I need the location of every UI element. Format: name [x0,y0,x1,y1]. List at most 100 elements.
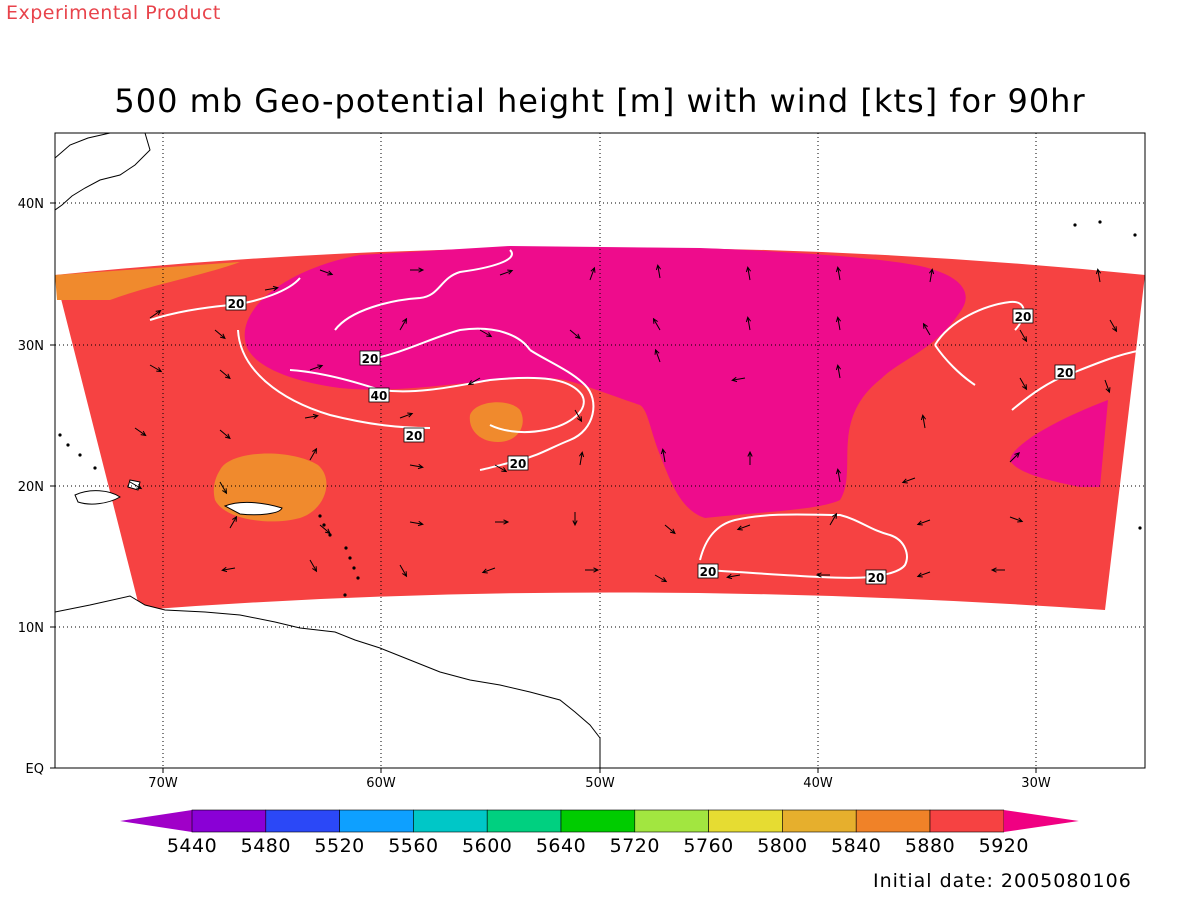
wind-arrow [229,515,238,529]
contour-40 [289,369,585,434]
colorbar-cap-low [120,810,192,832]
colorbar-label: 5600 [462,835,512,857]
contour-label: 20 [700,565,717,579]
wind-arrow [990,567,1005,573]
colorbar-swatch [486,809,562,833]
height-region-central-orange [469,402,523,442]
wind-arrow [467,377,481,386]
colorbar-swatch [782,809,857,833]
wind-arrow [309,447,318,461]
wind-arrow [572,512,578,527]
colorbar-label: 5920 [979,835,1029,857]
contour-labels: 20 20 40 20 20 20 20 20 20 [225,295,1076,585]
colorbar: 5440 5480 5520 5560 5600 5640 5720 5760 5800 5840… [120,809,1079,857]
wind-arrow [574,409,583,423]
wind-arrow [319,269,334,276]
colorbar-swatch [634,809,709,833]
colorbar-label: 5760 [683,835,733,857]
colorbar-cap-high [1003,810,1079,832]
wind-arrow [499,269,514,276]
wind-arrow [928,268,935,283]
height-region-east-magenta [1010,400,1108,487]
longitude-labels: 70W 60W 50W 40W 30W [148,776,1051,791]
wind-arrow [309,559,318,573]
colorbar-label: 5880 [905,835,955,857]
wind-arrow [815,572,830,578]
contour-20-south [699,513,908,579]
wind-arrow [219,369,231,380]
contour-label: 20 [1057,366,1074,380]
initial-date-label: Initial date: [873,870,994,892]
wind-arrow [479,329,493,338]
wind-arrow [829,512,838,526]
wind-arrow [219,429,231,440]
wind-vectors [129,264,1118,583]
wind-arrow [304,413,319,420]
wind-arrow [731,376,746,383]
lat-label-30n: 30N [18,339,44,354]
wind-arrow [399,412,414,419]
map-grid [55,133,1145,768]
wind-arrow [399,317,408,331]
wind-arrow [835,266,842,281]
colorbar-label: 5520 [314,835,364,857]
lat-label-10n: 10N [18,621,44,636]
wind-arrow [736,524,751,531]
height-region-central-magenta [244,246,966,518]
wind-arrow [920,414,927,429]
contour-label: 20 [1015,310,1032,324]
lat-label-40n: 40N [18,197,44,212]
contour-label: 20 [362,352,379,366]
lon-label-40w: 40W [803,776,833,791]
contour-label: 40 [371,389,388,403]
wind-arrow [134,427,147,437]
wind-arrow [309,364,324,371]
wind-arrow [654,574,668,583]
wind-arrow [1009,516,1024,523]
wind-arrow [655,264,662,279]
height-region-nw-orange [55,262,240,300]
wind-arrow [745,266,752,281]
wind-arrow [747,450,753,465]
wind-arrow [149,364,163,373]
watermark: Experimental Product [6,2,221,24]
colorbar-swatch [560,809,636,833]
wind-arrow [481,567,496,574]
initial-date-value: 2005080106 [1000,870,1132,892]
wind-arrow [221,566,236,573]
colorbar-swatch [413,809,488,833]
map-title: 500 mb Geo-potential height [m] with win… [114,82,1086,120]
wind-arrow [129,481,143,490]
wind-arrow [569,329,581,340]
colorbar-swatch [339,809,414,833]
wind-arrow [835,364,842,379]
wind-arrow [654,348,661,363]
wind-arrow [1019,377,1028,391]
colorbar-label: 5560 [388,835,438,857]
wind-arrow [664,524,676,535]
wind-arrow [835,316,842,331]
colorbar-label: 5640 [536,835,586,857]
wind-arrow [916,519,931,526]
wind-arrow [494,464,508,473]
wind-arrow [1104,379,1111,394]
wind-arrow [264,285,279,292]
wind-arrow [922,322,931,336]
contour-label: 20 [868,571,885,585]
wind-arrow [149,309,162,319]
wind-arrow [319,524,331,535]
wind-arrow [1095,268,1102,283]
colorbar-label: 5720 [610,835,660,857]
lon-label-30w: 30W [1021,776,1051,791]
wind-arrow [652,317,661,331]
axis-ticks [50,202,1037,773]
contour-label: 20 [228,297,245,311]
wind-arrow [409,520,424,527]
initial-date: Initial date: 2005080106 [873,870,1132,892]
contour-label: 20 [510,457,527,471]
wind-arrow [495,519,510,525]
colorbar-swatch [855,809,931,833]
wind-arrow [214,329,226,340]
colorbar-label: 5840 [831,835,881,857]
